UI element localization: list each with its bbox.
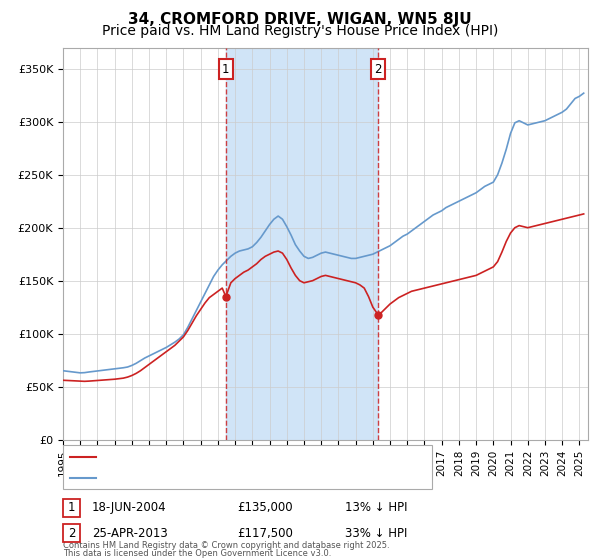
- Text: HPI: Average price, detached house, Wigan: HPI: Average price, detached house, Wiga…: [101, 473, 317, 483]
- Text: 13% ↓ HPI: 13% ↓ HPI: [345, 501, 407, 515]
- Text: 33% ↓ HPI: 33% ↓ HPI: [345, 526, 407, 540]
- Bar: [226, 48, 379, 440]
- Text: 34, CROMFORD DRIVE, WIGAN, WN5 8JU (detached house): 34, CROMFORD DRIVE, WIGAN, WN5 8JU (deta…: [101, 452, 394, 463]
- Text: £135,000: £135,000: [237, 501, 293, 515]
- Text: 1: 1: [68, 501, 75, 515]
- Text: £117,500: £117,500: [237, 526, 293, 540]
- Text: 25-APR-2013: 25-APR-2013: [92, 526, 167, 540]
- Text: Price paid vs. HM Land Registry's House Price Index (HPI): Price paid vs. HM Land Registry's House …: [102, 24, 498, 38]
- Text: This data is licensed under the Open Government Licence v3.0.: This data is licensed under the Open Gov…: [63, 549, 331, 558]
- Text: 2: 2: [374, 63, 382, 76]
- Text: 18-JUN-2004: 18-JUN-2004: [92, 501, 166, 515]
- Text: 34, CROMFORD DRIVE, WIGAN, WN5 8JU: 34, CROMFORD DRIVE, WIGAN, WN5 8JU: [128, 12, 472, 27]
- Text: Contains HM Land Registry data © Crown copyright and database right 2025.: Contains HM Land Registry data © Crown c…: [63, 541, 389, 550]
- Text: 1: 1: [222, 63, 230, 76]
- Text: 2: 2: [68, 526, 75, 540]
